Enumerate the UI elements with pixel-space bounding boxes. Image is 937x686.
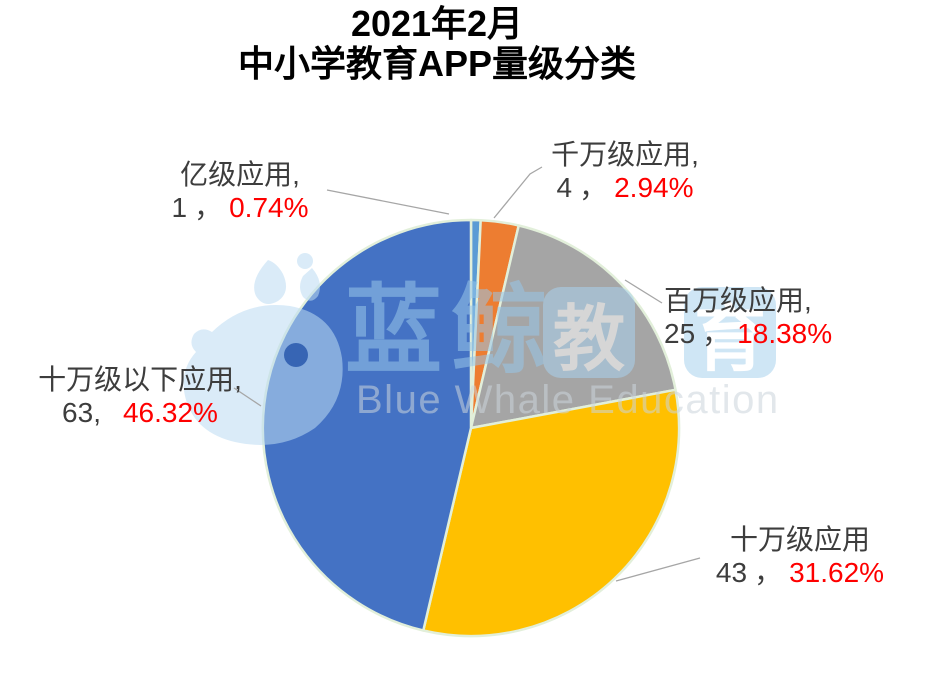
data-label-baiwanji-value: 25， 18.38% [664,317,934,350]
leader-line-baiwanji [624,279,663,304]
pie-slices [261,218,681,638]
chart-title: 2021年2月 中小学教育APP量级分类 [37,4,837,84]
pie-slice-baiwanji [469,224,677,430]
pie-slice-qianwanji [469,218,520,430]
separator: ， [194,192,223,223]
count: 63, [62,397,101,428]
percent: 31.62% [789,557,885,588]
data-label-shiwanji-below-name: 十万级以下应用, [38,364,242,395]
data-label-baiwanji-name: 百万级应用, [664,285,812,316]
separator: ， [754,557,783,588]
separator: ， [579,172,608,203]
count: 1 [171,192,188,223]
data-label-qianwanji: 千万级应用, 4， 2.94% [500,138,750,204]
separator: ， [702,318,731,349]
watermark-brand-cn: 蓝鲸 [345,276,557,385]
data-label-qianwanji-name: 千万级应用, [551,139,699,170]
percent: 0.74% [229,192,309,223]
count: 43 [715,557,748,588]
count: 4 [556,172,573,203]
data-label-baiwanji: 百万级应用, 25， 18.38% [664,284,934,350]
percent: 46.32% [122,397,218,428]
count: 25 [664,318,696,349]
percent: 2.94% [614,172,694,203]
watermark-brand-en: Blue Whale Education [356,378,780,422]
whale-eye [284,343,308,367]
data-label-shiwanji-below-value: 63, 46.32% [15,396,265,429]
percent: 18.38% [737,318,833,349]
data-label-shiwanji-below: 十万级以下应用, 63, 46.32% [15,363,265,429]
data-label-shiwanji-value: 43， 31.62% [675,556,925,589]
whale-spout-drop-dot [297,253,313,269]
whale-spout-drop-small [300,268,320,301]
data-label-yiji-value: 1， 0.74% [115,191,365,224]
data-label-shiwanji: 十万级应用 43， 31.62% [675,523,925,589]
pie-slice-yiji [469,218,482,430]
pie-slice-shiwanji [422,388,681,638]
data-label-yiji: 亿级应用, 1， 0.74% [115,158,365,224]
data-label-shiwanji-name: 十万级应用 [729,524,870,555]
watermark-badge-jiao: 教 [543,287,635,380]
chart-title-line2: 中小学教育APP量级分类 [237,43,637,84]
pie-slice-shiwanji-below [261,218,473,632]
chart-title-line1: 2021年2月 [350,3,524,44]
data-label-qianwanji-value: 4， 2.94% [500,171,750,204]
data-label-yiji-name: 亿级应用, [180,159,300,190]
whale-spout-drop-large [254,260,287,305]
